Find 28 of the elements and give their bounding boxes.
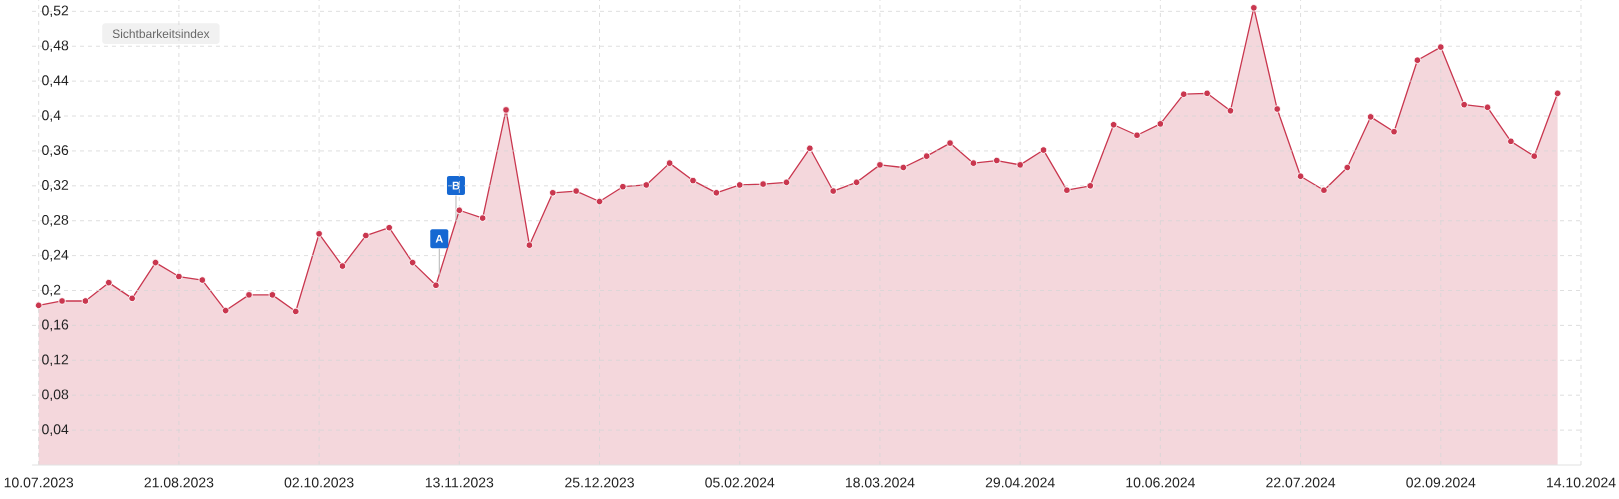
x-tick-label: 18.03.2024 bbox=[845, 477, 915, 488]
x-tick-label: 14.10.2024 bbox=[1547, 477, 1616, 488]
y-tick-label: 0,52 bbox=[42, 5, 69, 18]
x-tick-label: 13.11.2023 bbox=[425, 477, 494, 488]
y-tick-label: 0,04 bbox=[42, 424, 69, 436]
y-tick-label: 0,12 bbox=[42, 354, 69, 367]
x-tick-label: 22.07.2024 bbox=[1266, 477, 1336, 488]
y-tick-label: 0,4 bbox=[42, 110, 61, 122]
x-tick-label: 21.08.2023 bbox=[144, 477, 214, 488]
x-tick-label: 25.12.2023 bbox=[565, 477, 634, 488]
y-tick-label: 0,36 bbox=[42, 145, 69, 157]
annotation: B bbox=[452, 181, 460, 190]
y-tick-label: 0,2 bbox=[42, 284, 61, 297]
y-tick-label: 0,16 bbox=[42, 319, 69, 332]
x-tick-label: 05.02.2024 bbox=[705, 477, 775, 488]
y-tick-label: 0,32 bbox=[42, 180, 69, 192]
text: Sichtbarkeitsindex bbox=[112, 29, 210, 38]
y-tick-label: 0,28 bbox=[42, 214, 69, 227]
y-tick-label: 0,48 bbox=[42, 40, 69, 53]
x-tick-label: 10.06.2024 bbox=[1126, 477, 1195, 488]
annotation: A bbox=[435, 235, 443, 243]
y-tick-label: 0,44 bbox=[42, 75, 69, 87]
y-tick-label: 0,08 bbox=[42, 389, 69, 401]
x-tick-label: 10.07.2023 bbox=[4, 477, 74, 488]
x-tick-label: 02.09.2024 bbox=[1406, 477, 1476, 488]
y-tick-label: 0,24 bbox=[42, 249, 69, 262]
x-tick-label: 02.10.2023 bbox=[284, 477, 354, 488]
x-tick-label: 29.04.2024 bbox=[985, 477, 1055, 488]
